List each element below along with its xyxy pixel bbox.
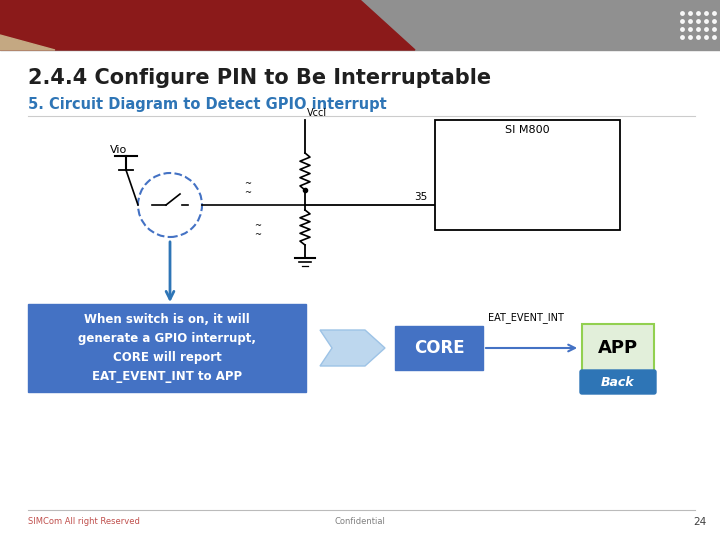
Text: APP: APP (598, 339, 638, 357)
Bar (0, 0, 720, 50)
Text: Vccl: Vccl (307, 108, 327, 118)
Text: SI M800: SI M800 (505, 125, 550, 135)
Text: EAT_EVENT_INT: EAT_EVENT_INT (488, 312, 564, 323)
Text: Confidential: Confidential (335, 517, 385, 526)
Polygon shape (0, 35, 55, 50)
Text: ~
~: ~ ~ (254, 221, 261, 239)
Circle shape (138, 173, 202, 237)
Bar (435, 120, 620, 230)
Bar (28, 304, 306, 392)
Text: CORE: CORE (414, 339, 464, 357)
Text: 5. Circuit Diagram to Detect GPIO interrupt: 5. Circuit Diagram to Detect GPIO interr… (28, 98, 387, 112)
Bar (582, 324, 654, 372)
Text: ~
~: ~ ~ (245, 179, 251, 197)
Text: SIMCom All right Reserved: SIMCom All right Reserved (28, 517, 140, 526)
Bar (395, 326, 483, 370)
Polygon shape (0, 0, 415, 50)
Text: 24: 24 (693, 517, 706, 527)
Polygon shape (320, 330, 385, 366)
Text: Vio: Vio (110, 145, 127, 155)
FancyBboxPatch shape (580, 370, 656, 394)
Text: When switch is on, it will
generate a GPIO interrupt,
CORE will report
EAT_EVENT: When switch is on, it will generate a GP… (78, 313, 256, 383)
Text: Back: Back (601, 375, 635, 388)
Text: 35: 35 (414, 192, 427, 202)
Text: 2.4.4 Configure PIN to Be Interruptable: 2.4.4 Configure PIN to Be Interruptable (28, 68, 491, 88)
